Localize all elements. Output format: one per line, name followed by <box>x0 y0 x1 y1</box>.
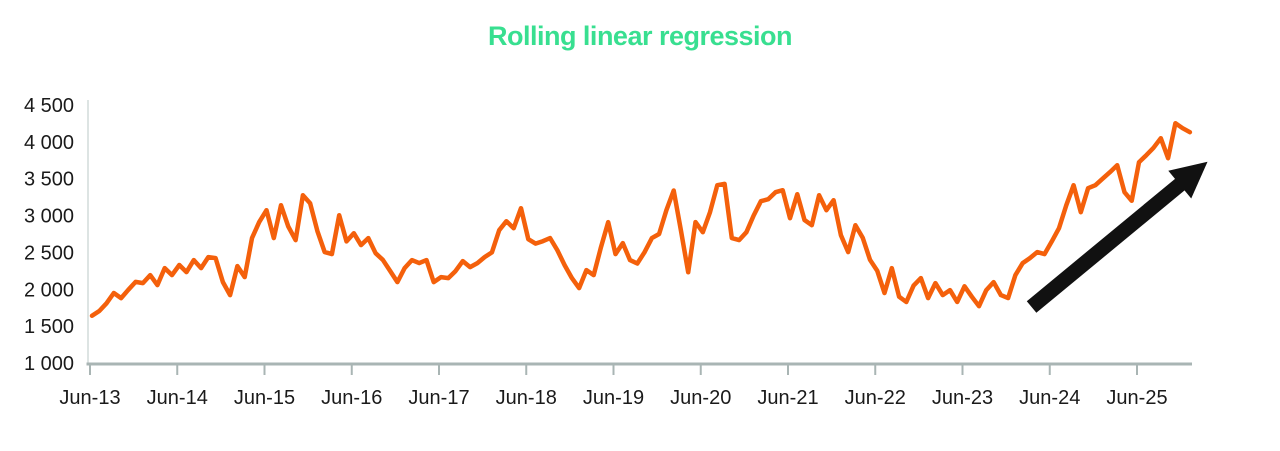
series-line <box>89 120 1193 319</box>
x-tick-label: Jun-23 <box>932 387 993 409</box>
x-tick-label: Jun-17 <box>408 387 469 409</box>
y-tick-label: 3 500 <box>24 169 74 191</box>
y-tick-label: 1 000 <box>24 353 74 375</box>
annotation-layer <box>1026 161 1208 313</box>
y-tick-label: 2 000 <box>24 279 74 301</box>
x-tick-label: Jun-15 <box>234 387 295 409</box>
y-tick-label: 2 500 <box>24 242 74 264</box>
x-tick-label: Jun-14 <box>147 387 208 409</box>
x-tick-label: Jun-13 <box>59 387 120 409</box>
x-tick-label: Jun-22 <box>845 387 906 409</box>
x-axis-labels: Jun-13 Jun-14 Jun-15 Jun-16 Jun-17 Jun-18 Jun-… <box>59 365 1168 409</box>
y-tick-label: 1 500 <box>24 316 74 338</box>
x-tick-label: Jun-25 <box>1106 387 1167 409</box>
series-layer <box>89 120 1193 319</box>
x-tick-label: Jun-21 <box>757 387 818 409</box>
upward-trend-arrow-head <box>1168 161 1208 199</box>
x-tick-label: Jun-18 <box>496 387 557 409</box>
x-tick-label: Jun-19 <box>583 387 644 409</box>
upward-trend-arrow <box>1026 176 1188 313</box>
y-tick-label: 3 000 <box>24 206 74 228</box>
y-tick-label: 4 000 <box>24 132 74 154</box>
y-tick-label: 4 500 <box>24 95 74 117</box>
axes <box>86 100 1192 366</box>
x-tick-label: Jun-24 <box>1019 387 1080 409</box>
y-axis-labels: 4 500 4 000 3 500 3 000 2 500 2 000 1 500 1 000 <box>24 95 74 375</box>
chart-title: Rolling linear regression <box>487 21 793 51</box>
x-tick-label: Jun-20 <box>670 387 731 409</box>
x-tick-label: Jun-16 <box>321 387 382 409</box>
